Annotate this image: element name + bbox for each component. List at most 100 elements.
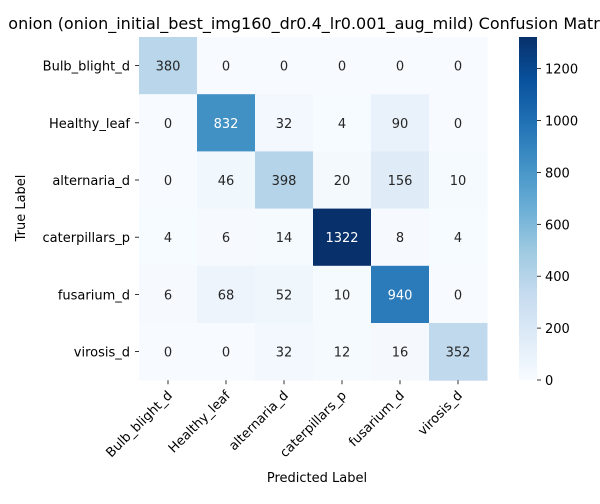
x-tick-label: virosis_d [415, 388, 465, 438]
colorbar-tick-label: 0 [545, 374, 553, 389]
heatmap-cell [371, 94, 430, 152]
cell-annotation: 1322 [325, 231, 358, 246]
cell-annotation: 0 [454, 117, 462, 132]
heatmap-cell [139, 37, 198, 95]
cell-annotation: 0 [164, 346, 172, 361]
cell-annotation: 156 [388, 174, 413, 189]
cell-annotation: 90 [392, 117, 409, 132]
heatmap-cell [429, 323, 488, 381]
colorbar-tick-label: 400 [545, 270, 570, 285]
cell-annotation: 4 [164, 231, 172, 246]
y-tick-label: Bulb_blight_d [43, 60, 130, 75]
cell-annotation: 4 [454, 231, 462, 246]
cell-annotation: 6 [164, 288, 172, 303]
cell-annotation: 832 [214, 117, 239, 132]
cell-annotation: 380 [156, 60, 181, 75]
cell-annotation: 0 [164, 174, 172, 189]
cell-annotation: 10 [334, 288, 351, 303]
cell-annotation: 352 [446, 346, 471, 361]
cell-annotation: 0 [454, 60, 462, 75]
heatmap-cell [197, 323, 256, 381]
heatmap-cell [313, 151, 372, 210]
heatmap-cell [313, 94, 372, 152]
x-tick-label: Healthy_leaf [166, 388, 234, 456]
heatmap-cell [429, 37, 488, 95]
heatmap-cell [429, 265, 488, 324]
colorbar-tick-label: 600 [545, 218, 570, 233]
cell-annotation: 20 [334, 174, 351, 189]
cell-annotation: 0 [454, 288, 462, 303]
heatmap-cell [313, 37, 372, 95]
cell-annotation: 940 [388, 288, 413, 303]
heatmap-cell [139, 208, 198, 267]
heatmap-cell [255, 265, 314, 324]
cell-annotation: 32 [276, 346, 293, 361]
heatmap-cell [197, 151, 256, 210]
y-tick-label: fusarium_d [58, 288, 130, 303]
heatmap-cell [255, 323, 314, 381]
cell-annotation: 10 [450, 174, 467, 189]
y-tick-label: alternaria_d [52, 174, 130, 189]
cell-annotations: 380 0 0 0 0 00 832 32 4 90 00 46 398 20 156 104 6 14 1322 8… [156, 60, 471, 361]
y-tick-label: caterpillars_p [43, 231, 130, 246]
cell-annotation: 8 [396, 231, 404, 246]
heatmap-cell [255, 208, 314, 267]
heatmap-cell [197, 265, 256, 324]
cell-annotation: 0 [222, 60, 230, 75]
colorbar-tick-label: 800 [545, 166, 570, 181]
heatmap-cell [197, 208, 256, 267]
heatmap-cell [255, 151, 314, 210]
cell-annotation: 32 [276, 117, 293, 132]
x-tick-label: alternaria_d [226, 388, 292, 454]
colorbar-tick-label: 1200 [545, 63, 578, 78]
cell-annotation: 0 [164, 117, 172, 132]
cell-annotation: 4 [338, 117, 346, 132]
cell-annotation: 398 [272, 174, 297, 189]
cell-annotation: 14 [276, 231, 293, 246]
cell-annotation: 0 [396, 60, 404, 75]
heatmap-cell [313, 323, 372, 381]
heatmap-cell [139, 323, 198, 381]
y-tick-label: virosis_d [74, 346, 130, 361]
colorbar-tick-label: 1000 [545, 115, 578, 130]
heatmap-cell [197, 37, 256, 95]
colorbar-tick-label: 200 [545, 322, 570, 337]
heatmap-cell [139, 265, 198, 324]
chart-title: onion (onion_initial_best_img160_dr0.4_l… [8, 14, 600, 34]
cell-annotation: 0 [280, 60, 288, 75]
heatmap-cell [371, 37, 430, 95]
heatmap-cell [429, 208, 488, 267]
heatmap-cell [255, 37, 314, 95]
heatmap-cell [139, 94, 198, 152]
cell-annotation: 12 [334, 346, 351, 361]
x-axis-label: Predicted Label [267, 471, 367, 486]
heatmap-cell [429, 94, 488, 152]
heatmap-cell [139, 151, 198, 210]
cell-annotation: 0 [222, 346, 230, 361]
heatmap-cell [371, 208, 430, 267]
colorbar-ticks: 0 200 400 600 800 1000 1200 [537, 63, 578, 389]
heatmap-cells [139, 37, 488, 381]
cell-annotation: 6 [222, 231, 230, 246]
colorbar [519, 37, 537, 380]
x-tick-label: fusarium_d [346, 388, 408, 450]
heatmap-cell [371, 265, 430, 324]
heatmap-cell [371, 323, 430, 381]
heatmap-cell [371, 151, 430, 210]
cell-annotation: 16 [392, 346, 409, 361]
cell-annotation: 0 [338, 60, 346, 75]
x-axis-ticks: Bulb_blight_dHealthy_leafalternaria_dcat… [103, 380, 466, 461]
heatmap-cell [255, 94, 314, 152]
heatmap-cell [197, 94, 256, 152]
cell-annotation: 46 [218, 174, 235, 189]
heatmap-cell [429, 151, 488, 210]
y-tick-label: Healthy_leaf [49, 117, 130, 132]
y-axis-ticks: Bulb_blight_d Healthy_leaf alternaria_dcat… [43, 60, 139, 361]
cell-annotation: 68 [218, 288, 235, 303]
cell-annotation: 52 [276, 288, 293, 303]
y-axis-label: True Label [14, 175, 29, 243]
heatmap-cell [313, 208, 372, 267]
heatmap-cell [313, 265, 372, 324]
